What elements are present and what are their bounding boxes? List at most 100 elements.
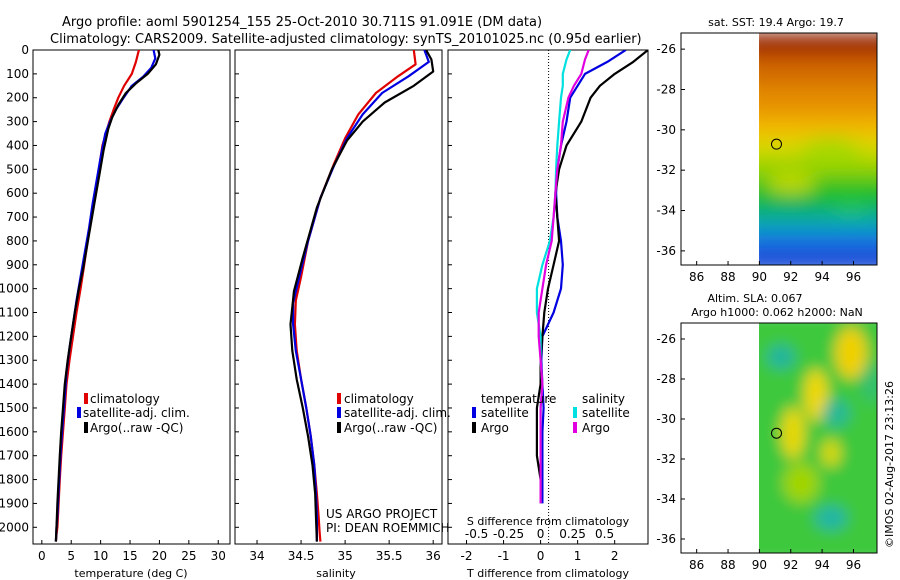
map-x-tick-label: 92 [783, 270, 798, 284]
s-tick-label: 0.25 [559, 527, 586, 541]
difference-series [535, 50, 648, 504]
sla-map-box [680, 322, 878, 554]
legend-temperature-title: temperature [481, 392, 556, 406]
series-line-argo-raw-qc- [289, 50, 435, 542]
map-x-tick-label: 90 [752, 270, 767, 284]
legend-s-argo-label: Argo [582, 421, 610, 435]
sst-blob [831, 201, 871, 217]
legend-t-argo-label: Argo [481, 421, 509, 435]
depth-tick-label: 1600 [0, 425, 29, 439]
legend-satellite-swatch [77, 407, 81, 418]
sla-map-panel: Altim. SLA: 0.067 Argo h1000: 0.062 h200… [656, 292, 878, 572]
series-line-satellite-adj-clim- [292, 50, 430, 542]
legend-t-argo-swatch [472, 422, 476, 433]
map-y-tick-label: -28 [656, 372, 676, 386]
series-line-temperature-satellite [540, 50, 627, 504]
legend2-climatology-label: climatology [344, 392, 414, 406]
series-line-temperature-argo [535, 50, 648, 504]
map-x-tick-label: 94 [814, 270, 829, 284]
depth-tick-label: 1700 [0, 449, 29, 463]
x-tick-label: -1 [498, 549, 510, 563]
s-tick-label: -0.25 [493, 527, 524, 541]
series-line-argo-raw-qc- [54, 50, 161, 542]
salinity-legend: climatology satellite-adj. clim. Argo(..… [337, 392, 451, 435]
series-line-salinity-argo [537, 50, 590, 504]
depth-tick-label: 800 [6, 234, 29, 248]
map-y-tick-label: -30 [656, 412, 676, 426]
difference-panel: -2 -1 0 1 2 temperature salinity satellite A… [447, 49, 649, 580]
sla-color-field [741, 323, 877, 553]
x-tick-label: 2 [611, 549, 619, 563]
legend2-argo-label: Argo(..raw -QC) [344, 421, 437, 435]
sst-color-bands [741, 33, 877, 265]
series-line-satellite-adj-clim- [54, 50, 157, 542]
depth-tick-label: 500 [6, 162, 29, 176]
sla-field [741, 323, 877, 553]
title-line-1: Argo profile: aoml 5901254_155 25-Oct-20… [62, 15, 542, 30]
depth-tick-label: 1000 [0, 282, 29, 296]
map-y-tick-label: -32 [656, 452, 676, 466]
depth-tick-label: 300 [6, 115, 29, 129]
sst-blob [801, 137, 861, 165]
x-tick-label: 0 [537, 549, 545, 563]
sla-blob [781, 407, 805, 459]
depth-tick-label: 600 [6, 186, 29, 200]
depth-tick-label: 700 [6, 210, 29, 224]
x-tick-label: 1 [574, 549, 582, 563]
legend2-satellite-label: satellite-adj. clim. [344, 406, 451, 420]
depth-tick-label: 1800 [0, 473, 29, 487]
salinity-xlabel: salinity [316, 567, 356, 580]
difference-x-ticks: -2 -1 0 1 2 [448, 49, 619, 563]
depth-tick-label: 1300 [0, 353, 29, 367]
map-x-tick-label: 92 [783, 558, 798, 572]
temperature-series [54, 50, 161, 542]
temperature-depth-ticks: 0 100 200 300 400 500 600 700 800 900 1000 1100 1200… [0, 43, 37, 534]
s-tick-label: 0 [537, 527, 545, 541]
depth-tick-label: 1900 [0, 496, 29, 510]
map-x-tick-label: 90 [752, 558, 767, 572]
argo-location-marker [770, 138, 782, 150]
map-x-tick-label: 94 [814, 558, 829, 572]
s-tick-label: -0.5 [465, 527, 488, 541]
s-difference-label: S difference from climatology [467, 515, 630, 528]
x-tick-label: 35 [337, 549, 352, 563]
map-y-tick-label: -34 [656, 204, 676, 218]
sla-blob [822, 399, 850, 427]
legend-t-satellite-swatch [472, 407, 476, 418]
map-x-tick-label: 88 [720, 270, 735, 284]
sla-blob [835, 327, 867, 379]
depth-tick-label: 0 [21, 43, 29, 57]
credit-pi: PI: DEAN ROEMMICH [326, 521, 449, 535]
sst-map-box [680, 32, 878, 266]
depth-tick-label: 1200 [0, 329, 29, 343]
sla-map-subtitle: Argo h1000: 0.062 h2000: NaN [691, 306, 863, 319]
sla-map-ticks: 86 88 90 92 94 96 -26 -28 -30 -32 -34 -36 [656, 332, 861, 572]
salinity-x-ticks: 34 34.5 35 35.5 36 [235, 49, 441, 563]
depth-tick-label: 100 [6, 67, 29, 81]
x-tick-label: 0 [38, 549, 46, 563]
x-tick-label: 34 [249, 549, 264, 563]
depth-tick-label: 200 [6, 91, 29, 105]
legend-s-argo-swatch [573, 422, 577, 433]
map-x-tick-label: 86 [689, 270, 704, 284]
depth-tick-label: 1500 [0, 401, 29, 415]
sst-map-ticks: 86 88 90 92 94 96 -26 -28 -30 -32 -34 -36 [656, 42, 861, 284]
map-x-tick-label: 96 [846, 558, 861, 572]
legend-argo-swatch [84, 422, 88, 433]
legend-t-satellite-label: satellite [481, 406, 529, 420]
map-y-tick-label: -28 [656, 82, 676, 96]
sst-field [741, 33, 877, 265]
map-y-tick-label: -32 [656, 163, 676, 177]
temperature-legend: climatology satellite-adj. clim. Argo(..… [77, 392, 190, 435]
argo-location-marker-2 [770, 427, 782, 439]
legend-climatology-label: climatology [90, 392, 160, 406]
legend-argo-label: Argo(..raw -QC) [90, 421, 183, 435]
legend-climatology-swatch [84, 393, 88, 404]
sla-blob [815, 506, 847, 530]
temperature-panel: 0100200300400500600700800900100011001200… [0, 43, 231, 580]
t-difference-label: T difference from climatology [466, 567, 629, 580]
depth-tick-label: 900 [6, 258, 29, 272]
depth-tick-label: 2000 [0, 520, 29, 534]
sla-blob [804, 369, 828, 421]
